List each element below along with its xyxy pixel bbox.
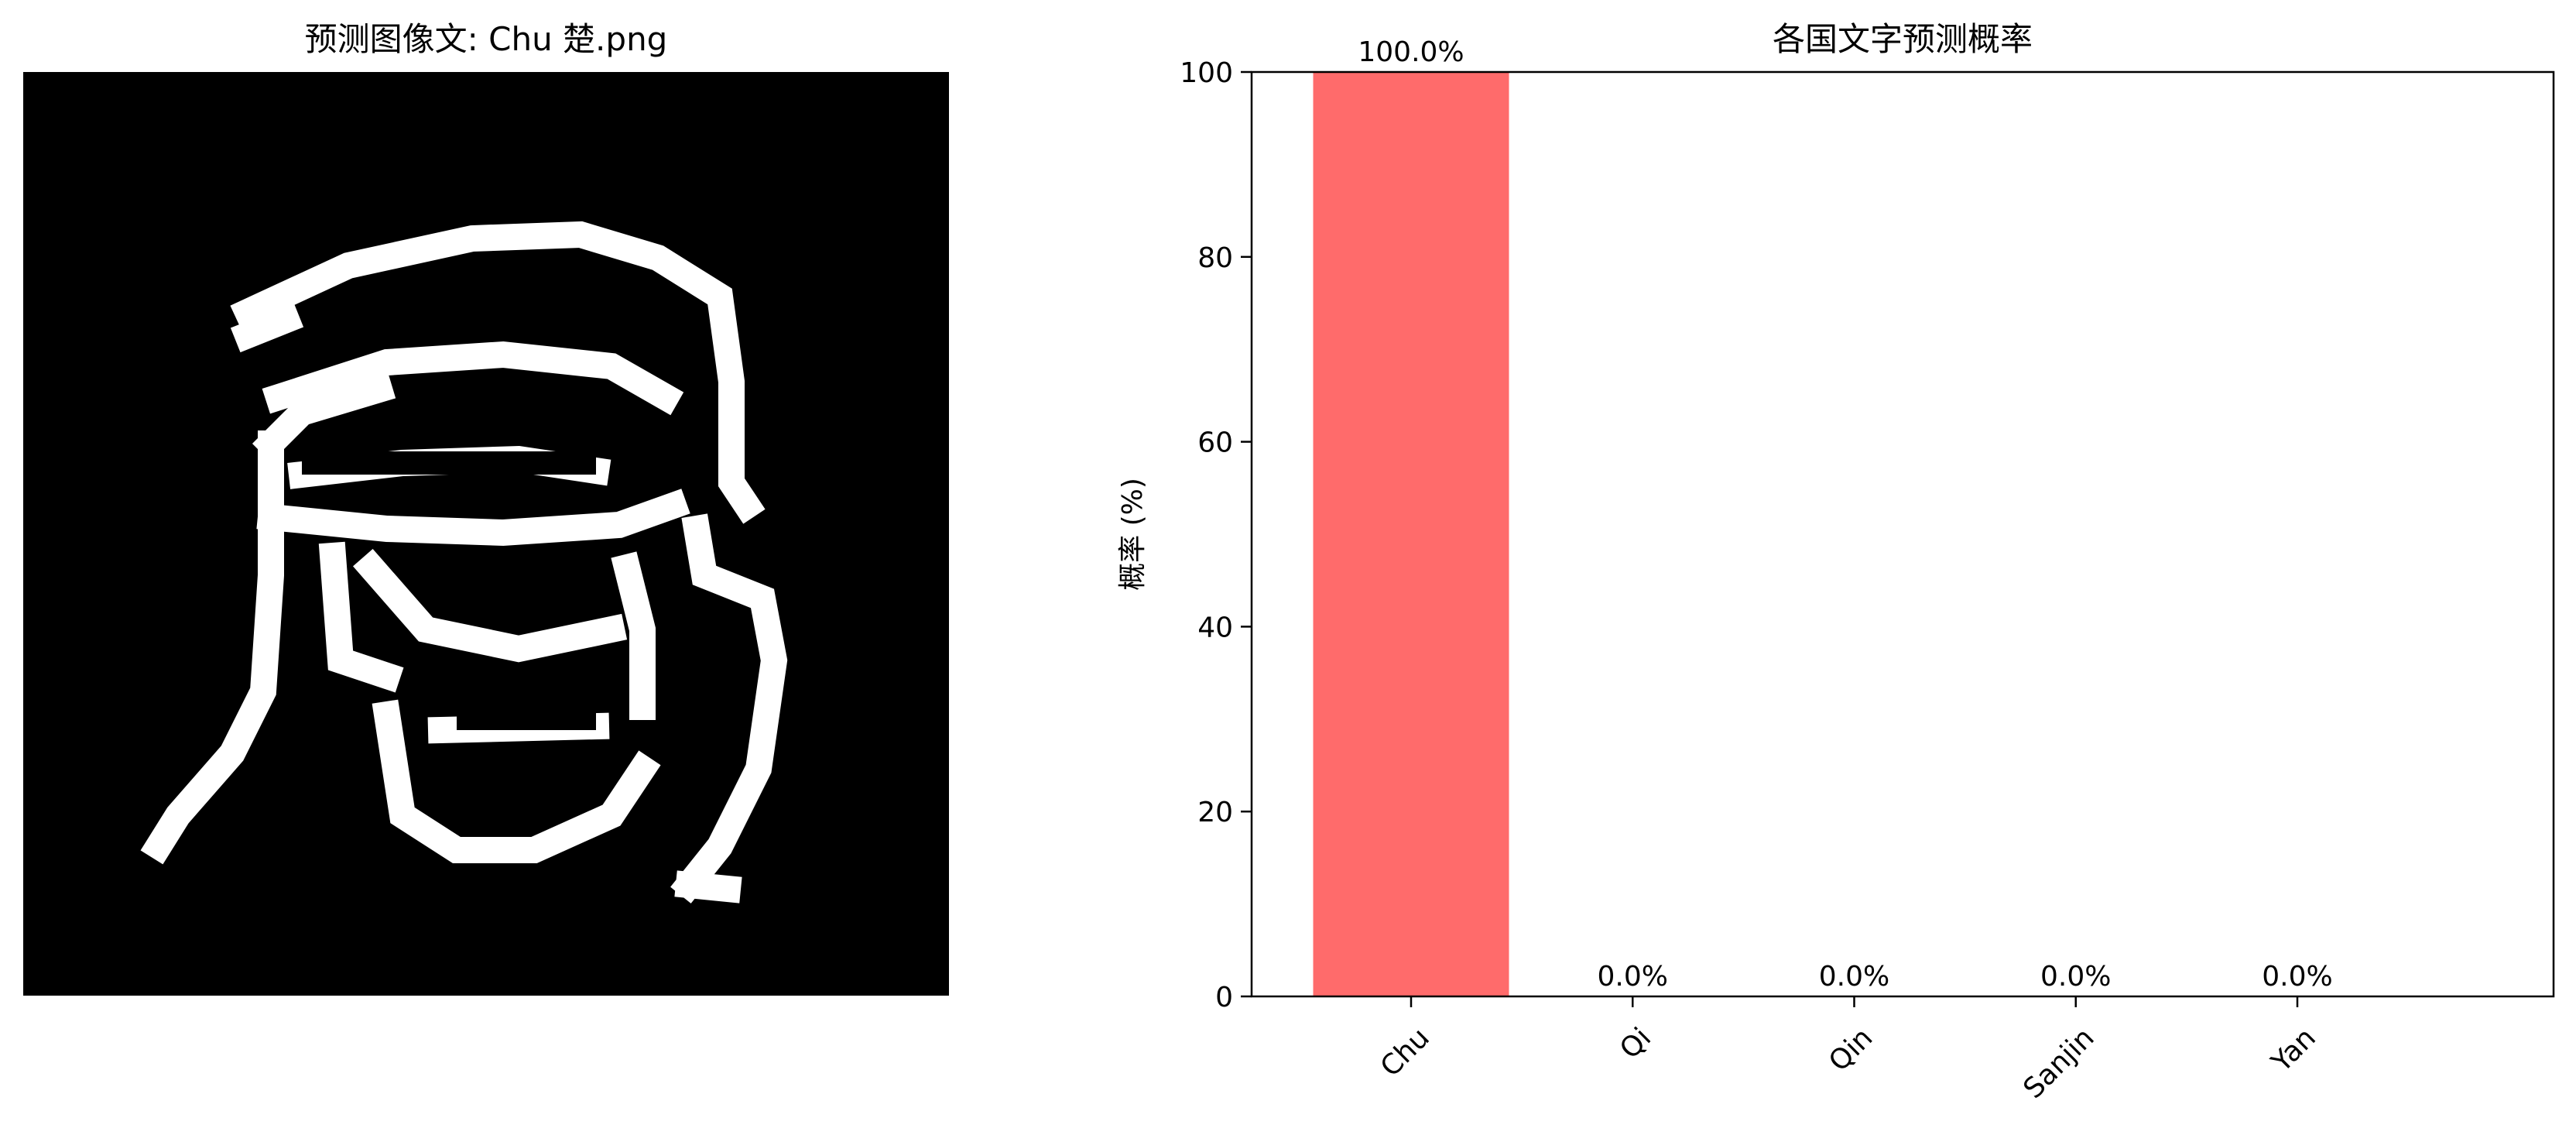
- data-label: 0.0%: [2262, 961, 2332, 993]
- y-tick-label: 20: [1197, 797, 1233, 828]
- x-tick-label: Qin: [1823, 1022, 1879, 1078]
- data-label: 0.0%: [1819, 961, 1889, 993]
- plot-frame: [1250, 70, 2555, 998]
- chart-title: 各国文字预测概率: [1772, 20, 2033, 58]
- bar: [1313, 72, 1509, 996]
- y-tick-label: 40: [1197, 612, 1233, 643]
- y-tick-label: 100: [1180, 57, 1233, 89]
- image-title: 预测图像文: Chu 楚.png: [304, 20, 668, 58]
- character-image: [23, 72, 949, 996]
- x-tick-label: Qi: [1614, 1022, 1657, 1065]
- y-tick-label: 80: [1197, 242, 1233, 274]
- data-label: 0.0%: [2040, 961, 2111, 993]
- x-tick-label: Yan: [2265, 1022, 2321, 1078]
- y-tick-label: 60: [1197, 427, 1233, 459]
- x-tick-label: Sanjin: [2017, 1022, 2100, 1105]
- seal-character-icon: [140, 221, 788, 904]
- x-tick-label: Chu: [1375, 1022, 1436, 1083]
- data-label: 0.0%: [1598, 961, 1668, 993]
- y-axis-label: 概率 (%): [1117, 478, 1149, 591]
- y-tick-label: 0: [1215, 982, 1233, 1013]
- data-label: 100.0%: [1358, 36, 1464, 68]
